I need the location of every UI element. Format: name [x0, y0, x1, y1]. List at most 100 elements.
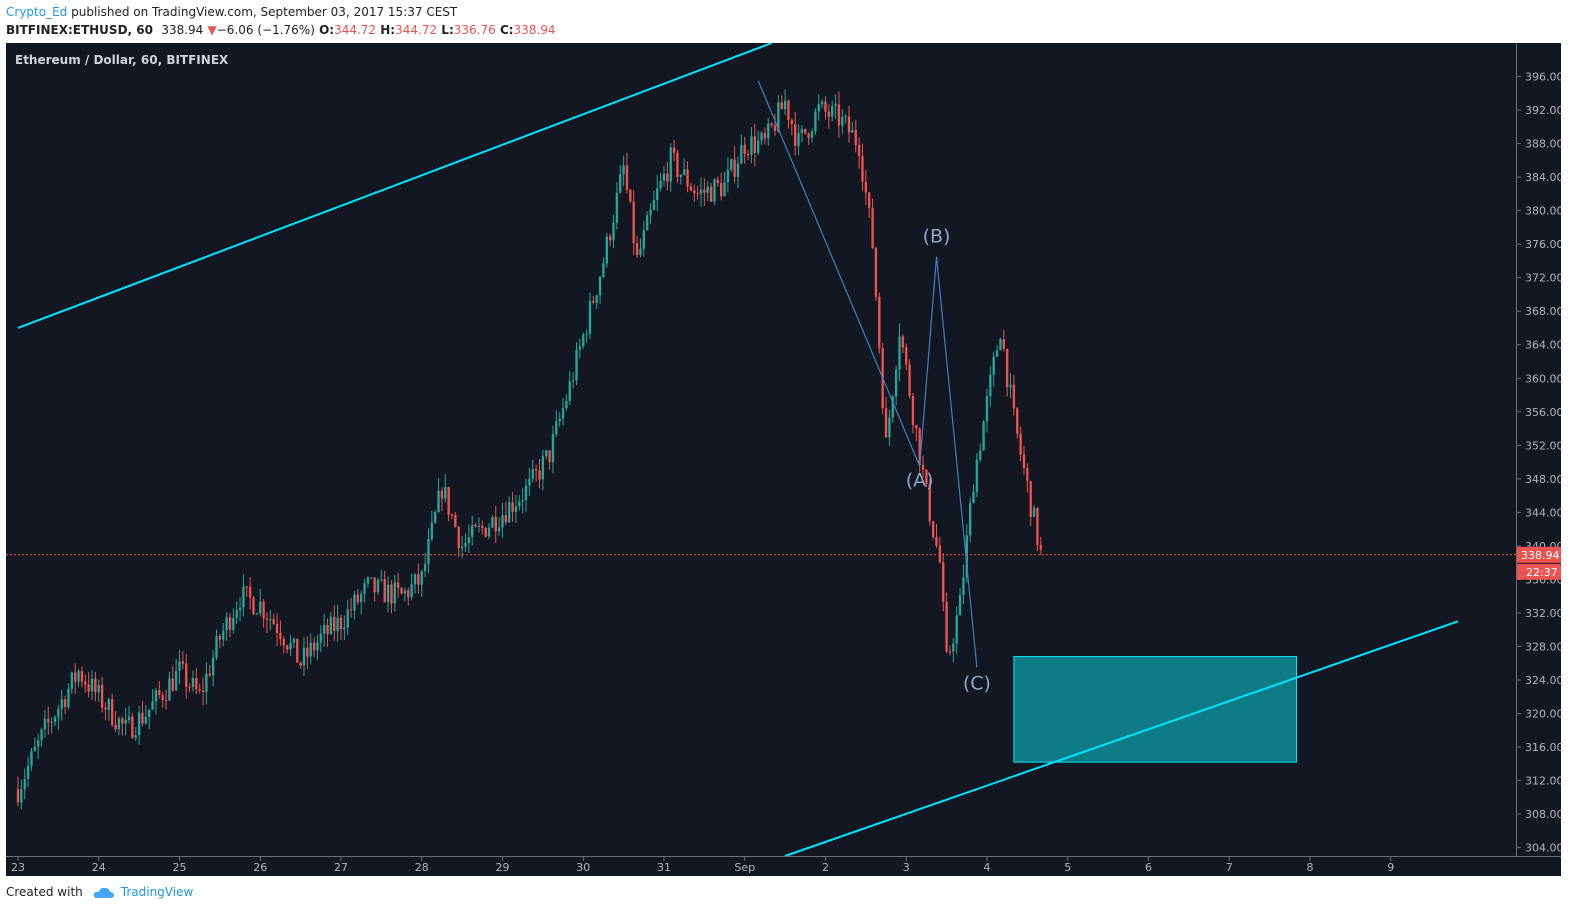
candle-body: [282, 639, 285, 646]
candle-body: [625, 165, 629, 190]
candle-body: [773, 125, 777, 132]
candle-body: [312, 642, 316, 651]
candle-body: [487, 527, 491, 537]
wave-label: (B): [923, 226, 951, 248]
candle-body: [834, 104, 837, 107]
author-link[interactable]: Crypto_Ed: [6, 5, 68, 19]
candle-body: [709, 186, 713, 202]
candle-body: [612, 222, 615, 241]
close-label: C:: [499, 23, 514, 37]
candle-body: [343, 627, 346, 630]
candle-body: [1039, 545, 1042, 550]
candle-body: [215, 635, 218, 658]
candle-body: [279, 632, 282, 640]
down-arrow-icon: ▼: [207, 23, 217, 37]
candle-body: [450, 514, 454, 516]
candle-body: [999, 339, 1002, 351]
last-price: 338.94: [161, 23, 204, 37]
candle-body: [528, 478, 531, 486]
candle-body: [1002, 339, 1005, 349]
candle-body: [423, 564, 427, 572]
y-tick-label: 384.00: [1525, 171, 1561, 184]
candle-body: [77, 671, 80, 682]
candle-body: [979, 450, 982, 460]
candle-body: [195, 677, 198, 690]
candle-body: [874, 247, 878, 297]
candle-body: [706, 186, 709, 193]
candle-body: [955, 615, 958, 644]
candle-body: [53, 717, 57, 722]
candle-body: [962, 577, 965, 596]
candle-body: [787, 100, 790, 120]
candle-body: [905, 347, 908, 365]
candle-body: [918, 428, 921, 465]
candle-body: [820, 101, 824, 105]
candle-body: [649, 209, 652, 216]
candle-body: [390, 584, 393, 604]
candle-body: [208, 673, 211, 676]
candle-body: [275, 624, 279, 633]
x-tick-label: 3: [903, 861, 910, 874]
x-tick-label: 4: [983, 861, 990, 874]
candle-body: [427, 538, 430, 565]
candle-body: [373, 577, 376, 593]
candle-body: [259, 601, 262, 614]
candle-body: [302, 647, 306, 666]
y-tick-label: 372.00: [1525, 272, 1561, 285]
tradingview-link[interactable]: TradingView: [120, 885, 194, 899]
x-tick-label: 5: [1064, 861, 1071, 874]
candle-body: [878, 296, 881, 349]
candle-body: [471, 525, 474, 538]
candle-body: [319, 633, 322, 643]
candle-body: [891, 396, 894, 418]
candle-body: [467, 537, 471, 543]
candle-body: [598, 276, 602, 296]
y-tick-label: 308.00: [1525, 808, 1561, 821]
wave-segment: [935, 256, 978, 668]
candle-body: [322, 624, 326, 634]
x-tick-label: 26: [253, 861, 267, 874]
candle-body: [645, 215, 649, 231]
candle-body: [306, 647, 309, 657]
candle-body: [780, 102, 783, 110]
candle-body: [804, 128, 807, 134]
candle-body: [582, 334, 585, 347]
candle-body: [501, 514, 504, 528]
candlestick-chart[interactable]: (A) (B) (C) 396.00 392.00 388.00 384.00 380.00…: [6, 42, 1564, 876]
high-label: H:: [380, 23, 396, 37]
x-tick-label: 28: [415, 861, 429, 874]
candle-body: [232, 618, 235, 630]
candle-body: [437, 490, 440, 513]
open-label: O:: [319, 23, 335, 37]
candle-body: [380, 579, 383, 581]
candle-body: [800, 128, 804, 134]
candle-body: [730, 159, 733, 170]
candle-body: [558, 418, 561, 422]
candle-body: [299, 662, 302, 666]
y-tick-label: 392.00: [1525, 104, 1561, 117]
candle-body: [908, 364, 911, 396]
candle-body: [269, 619, 272, 621]
candle-body: [989, 374, 992, 397]
candle-body: [151, 701, 154, 710]
candle-body: [841, 116, 844, 126]
candle-body: [723, 182, 726, 197]
candle-body: [491, 516, 494, 528]
candle-body: [810, 131, 814, 138]
candle-body: [693, 190, 696, 194]
x-tick-label: 6: [1145, 861, 1152, 874]
candle-body: [248, 586, 252, 598]
drawings: (A) (B) (C): [6, 42, 1516, 857]
candle-body: [1026, 467, 1029, 482]
candle-body: [511, 502, 514, 512]
candle-body: [524, 485, 528, 501]
candle-body: [699, 189, 703, 194]
candle-body: [639, 248, 642, 255]
chart-container[interactable]: (A) (B) (C) 396.00 392.00 388.00 384.00 380.00…: [6, 42, 1564, 880]
candle-body: [689, 186, 693, 191]
candle-body: [100, 684, 104, 708]
candle-body: [898, 336, 901, 370]
candle-body: [864, 181, 868, 193]
candle-body: [682, 169, 686, 175]
candle-body: [158, 690, 161, 696]
